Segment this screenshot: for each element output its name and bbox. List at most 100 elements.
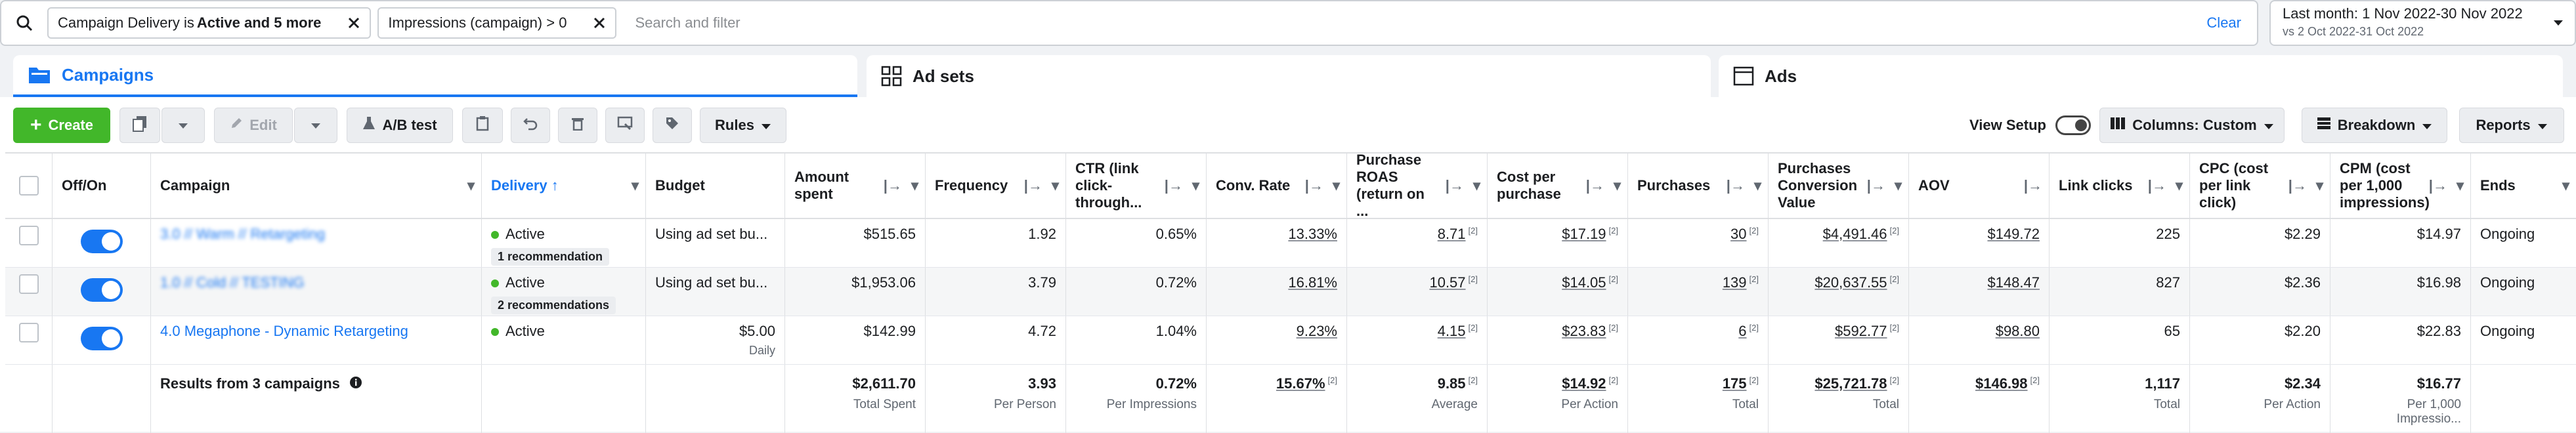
column-header-purchase-roas[interactable]: Purchase ROAS (return on ... |→ ▾	[1347, 152, 1488, 219]
row-checkbox[interactable]	[18, 323, 39, 342]
resize-column-icon[interactable]: |→	[1164, 177, 1183, 194]
total-value[interactable]: 175	[1722, 375, 1747, 392]
tab-ad-sets[interactable]: Ad sets	[867, 55, 1711, 97]
tag-button[interactable]	[653, 108, 692, 143]
select-all-checkbox[interactable]	[18, 176, 39, 196]
chevron-down-icon[interactable]: ▾	[1051, 177, 1059, 194]
duplicate-dropdown-button[interactable]	[161, 108, 205, 143]
purchases-value[interactable]: 30	[1730, 226, 1747, 242]
column-header-delivery[interactable]: Delivery ↑ ▾	[482, 154, 646, 218]
tab-ads[interactable]: Ads	[1719, 55, 2563, 97]
campaign-name-link[interactable]: 4.0 Megaphone - Dynamic Retargeting	[160, 323, 408, 339]
table-row[interactable]: 3.0 // Warm // Retargeting Active 1 reco…	[5, 219, 2576, 268]
clear-filters-link[interactable]: Clear	[2206, 14, 2241, 31]
rules-button[interactable]: Rules	[700, 108, 786, 143]
chevron-down-icon[interactable]: ▾	[467, 177, 475, 194]
resize-column-icon[interactable]: |→	[2023, 177, 2042, 194]
column-header-aov[interactable]: AOV |→	[1909, 154, 2050, 218]
clipboard-button[interactable]	[462, 108, 503, 143]
roas-value[interactable]: 8.71	[1437, 226, 1466, 242]
recommendation-badge[interactable]: 2 recommendations	[491, 297, 616, 314]
preview-button[interactable]	[605, 108, 645, 143]
column-header-conv-rate[interactable]: Conv. Rate |→ ▾	[1207, 154, 1347, 218]
chevron-down-icon[interactable]: ▾	[1613, 177, 1621, 194]
column-header-budget[interactable]: Budget	[646, 154, 785, 218]
filter-chip-impressions[interactable]: Impressions (campaign) > 0	[377, 7, 617, 39]
conv-value-value[interactable]: $20,637.55	[1814, 274, 1887, 291]
resize-column-icon[interactable]: |→	[1726, 177, 1745, 194]
conv-rate-value[interactable]: 13.33%	[1288, 226, 1337, 242]
recommendation-badge[interactable]: 1 recommendation	[491, 248, 610, 266]
resize-column-icon[interactable]: |→	[1023, 177, 1042, 194]
columns-button[interactable]: Columns: Custom	[2099, 108, 2285, 143]
column-header-purchases-conversion-value[interactable]: Purchases Conversion Value |→ ▾	[1769, 154, 1909, 218]
view-setup[interactable]: View Setup	[1969, 108, 2091, 143]
column-header-purchases[interactable]: Purchases |→ ▾	[1628, 154, 1769, 218]
chevron-down-icon[interactable]: ▾	[911, 177, 918, 194]
campaign-name-link[interactable]: 1.0 // Cold // TESTING	[160, 274, 305, 291]
total-value[interactable]: 15.67%	[1276, 375, 1325, 392]
column-header-link-clicks[interactable]: Link clicks |→ ▾	[2050, 154, 2190, 218]
tab-campaigns[interactable]: Campaigns	[13, 55, 857, 97]
create-button[interactable]: + Create	[13, 108, 110, 143]
column-header-ctr[interactable]: CTR (link click-through... |→ ▾	[1066, 154, 1207, 218]
aov-value[interactable]: $148.47	[1987, 274, 2040, 291]
chevron-down-icon[interactable]: ▾	[2456, 177, 2464, 194]
info-icon[interactable]	[349, 376, 362, 393]
row-checkbox[interactable]	[18, 226, 39, 245]
resize-column-icon[interactable]: |→	[1304, 177, 1323, 194]
delete-button[interactable]	[558, 108, 597, 143]
resize-column-icon[interactable]: |→	[1866, 177, 1885, 194]
column-header-ends[interactable]: Ends ▾	[2471, 154, 2576, 218]
total-value[interactable]: $25,721.78	[1814, 375, 1887, 392]
resize-column-icon[interactable]: |→	[2147, 177, 2166, 194]
chevron-down-icon[interactable]: ▾	[631, 177, 639, 194]
total-value[interactable]: $14.92	[1562, 375, 1606, 392]
chevron-down-icon[interactable]: ▾	[2175, 177, 2183, 194]
column-header-amount-spent[interactable]: Amount spent |→ ▾	[785, 154, 926, 218]
column-header-cpc[interactable]: CPC (cost per link click) |→ ▾	[2190, 154, 2330, 218]
aov-value[interactable]: $149.72	[1987, 226, 2040, 242]
chevron-down-icon[interactable]: ▾	[1332, 177, 1340, 194]
chevron-down-icon[interactable]: ▾	[2315, 177, 2323, 194]
resize-column-icon[interactable]: |→	[883, 177, 902, 194]
edit-button[interactable]: Edit	[214, 108, 293, 143]
conv-value-value[interactable]: $4,491.46	[1822, 226, 1887, 242]
purchases-value[interactable]: 6	[1738, 323, 1747, 339]
resize-column-icon[interactable]: |→	[2288, 177, 2307, 194]
roas-value[interactable]: 10.57	[1429, 274, 1466, 291]
cost-per-purchase-value[interactable]: $23.83	[1562, 323, 1606, 339]
conv-rate-value[interactable]: 16.81%	[1288, 274, 1337, 291]
search-filter-bar[interactable]: Campaign Delivery is Active and 5 more I…	[0, 0, 2258, 46]
search-input[interactable]: Search and filter	[635, 14, 741, 31]
campaign-toggle[interactable]	[80, 327, 123, 350]
column-header-cost-per-purchase[interactable]: Cost per purchase |→ ▾	[1488, 154, 1628, 218]
chevron-down-icon[interactable]: ▾	[1894, 177, 1902, 194]
column-header-frequency[interactable]: Frequency |→ ▾	[926, 154, 1066, 218]
edit-dropdown-button[interactable]	[294, 108, 337, 143]
chevron-down-icon[interactable]: ▾	[1472, 177, 1480, 194]
cost-per-purchase-value[interactable]: $14.05	[1562, 274, 1606, 291]
resize-column-icon[interactable]: |→	[2428, 177, 2447, 194]
chevron-down-icon[interactable]: ▾	[1753, 177, 1761, 194]
reports-button[interactable]: Reports	[2459, 108, 2564, 143]
resize-column-icon[interactable]: |→	[1445, 177, 1464, 194]
date-range-picker[interactable]: Last month: 1 Nov 2022-30 Nov 2022 vs 2 …	[2269, 0, 2576, 46]
purchases-value[interactable]: 139	[1722, 274, 1747, 291]
campaign-toggle[interactable]	[80, 230, 123, 253]
chevron-down-icon[interactable]: ▾	[1191, 177, 1199, 194]
column-header-cpm[interactable]: CPM (cost per 1,000 impressions) |→ ▾	[2330, 154, 2471, 218]
close-icon[interactable]	[593, 16, 606, 30]
table-row[interactable]: 4.0 Megaphone - Dynamic Retargeting Acti…	[5, 316, 2576, 365]
chevron-down-icon[interactable]: ▾	[2562, 177, 2569, 194]
aov-value[interactable]: $98.80	[1995, 323, 2040, 339]
campaign-toggle[interactable]	[80, 278, 123, 302]
resize-column-icon[interactable]: |→	[1585, 177, 1604, 194]
conv-value-value[interactable]: $592.77	[1835, 323, 1887, 339]
campaign-name-link[interactable]: 3.0 // Warm // Retargeting	[160, 226, 326, 242]
filter-chip-delivery[interactable]: Campaign Delivery is Active and 5 more	[47, 7, 372, 39]
view-setup-toggle[interactable]	[2055, 115, 2091, 135]
ab-test-button[interactable]: A/B test	[347, 108, 453, 143]
roas-value[interactable]: 4.15	[1437, 323, 1466, 339]
cost-per-purchase-value[interactable]: $17.19	[1562, 226, 1606, 242]
